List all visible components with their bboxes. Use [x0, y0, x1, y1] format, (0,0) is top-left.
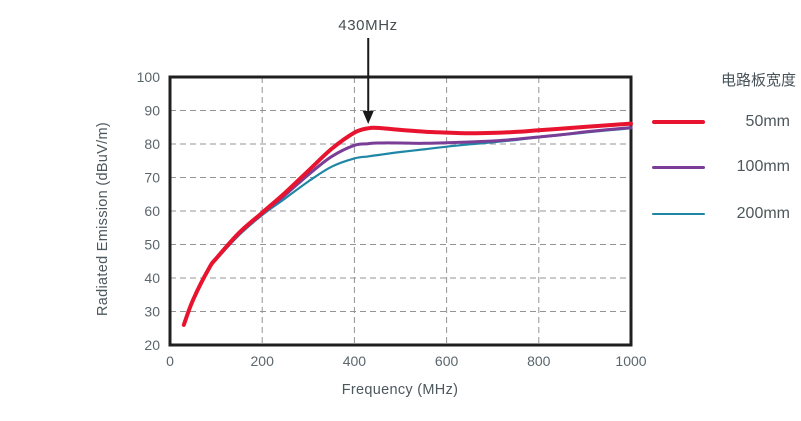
- legend-label-100mm: 100mm: [736, 158, 790, 175]
- legend-swatch-200mm: [652, 212, 705, 216]
- y-tick-label: 30: [144, 304, 160, 320]
- x-axis-title: Frequency (MHz): [341, 382, 459, 398]
- y-tick-label: 90: [144, 103, 160, 119]
- y-axis-title: Radiated Emission (dBuV/m): [95, 122, 111, 316]
- x-tick-label: 0: [166, 353, 174, 369]
- y-tick-label: 20: [144, 337, 160, 353]
- series-line-200mm: [182, 127, 633, 326]
- series-line-100mm: [182, 126, 633, 327]
- y-tick-label: 50: [144, 237, 160, 253]
- annotation-label: 430MHz: [338, 17, 398, 34]
- annotation-arrowhead: [362, 111, 374, 124]
- x-tick-label: 200: [251, 353, 275, 369]
- legend-title: 电路板宽度: [720, 72, 796, 89]
- legend-item-100mm: 100mm: [652, 155, 798, 179]
- x-tick-label: 1000: [615, 353, 646, 369]
- legend-label-50mm: 50mm: [745, 113, 790, 130]
- y-tick-label: 100: [137, 69, 161, 85]
- y-tick-label: 80: [144, 136, 160, 152]
- x-tick-label: 800: [527, 353, 551, 369]
- y-tick-label: 70: [144, 170, 160, 186]
- legend-swatch-50mm: [652, 120, 705, 124]
- legend: 电路板宽度 50mm 100mm 200mm: [652, 62, 798, 226]
- x-tick-label: 400: [343, 353, 367, 369]
- tick-labels: 0 200 400 600 800 1000 20 30 40 50 60 70 80 90 100: [137, 69, 647, 369]
- legend-swatch-100mm: [652, 165, 705, 169]
- plot-border: [168, 75, 633, 347]
- series-line-50mm: [181, 121, 633, 327]
- y-tick-label: 40: [144, 270, 160, 286]
- legend-item-50mm: 50mm: [652, 110, 798, 134]
- legend-item-200mm: 200mm: [652, 202, 798, 226]
- x-tick-label: 600: [435, 353, 459, 369]
- legend-label-200mm: 200mm: [736, 205, 790, 222]
- gridlines: [170, 77, 631, 345]
- y-tick-label: 60: [144, 203, 160, 219]
